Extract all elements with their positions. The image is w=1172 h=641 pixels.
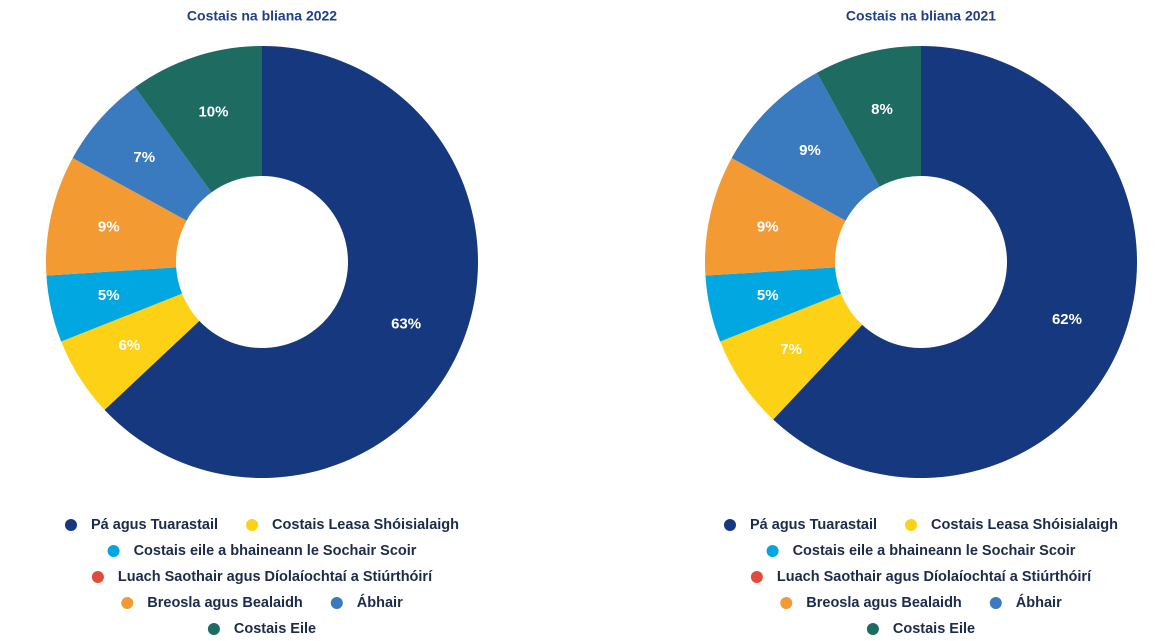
legend-label: Ábhair — [1016, 594, 1062, 611]
legend-label: Breosla agus Bealaidh — [147, 595, 303, 611]
legend-label: Breosla agus Bealaidh — [806, 595, 962, 611]
legend-marker — [246, 519, 259, 531]
pie-slice — [61, 293, 200, 410]
pie-slice — [731, 72, 880, 221]
data-label: 9% — [98, 219, 120, 236]
legend-marker — [330, 597, 343, 609]
chart-title: Costais na bliana 2022 — [187, 8, 337, 24]
legend-marker — [750, 571, 763, 583]
legend-label: Pá agus Tuarastail — [750, 517, 877, 533]
data-label: 8% — [871, 101, 893, 118]
pie-slice — [104, 46, 478, 478]
legend-label: Costais Eile — [893, 621, 975, 637]
legend-marker — [64, 519, 77, 531]
legend-label: Costais Leasa Shóisialaigh — [272, 517, 459, 533]
pie-slice — [46, 267, 183, 342]
data-label: 7% — [780, 341, 802, 358]
pie-slice — [46, 157, 187, 276]
legend-marker — [107, 545, 120, 557]
legend-label: Luach Saothair agus Díolaíochtaí a Stiúr… — [777, 569, 1092, 585]
pie-slice — [773, 46, 1137, 478]
data-label: 62% — [1052, 311, 1082, 328]
pie-slice — [816, 46, 921, 187]
legend-marker — [91, 571, 104, 583]
pie-slice — [135, 46, 262, 193]
pie-slice — [72, 87, 212, 221]
legend-marker — [723, 519, 736, 531]
legend-label: Costais Eile — [234, 621, 316, 637]
legend-label: Costais Leasa Shóisialaigh — [931, 517, 1118, 533]
legend-label: Costais eile a bhaineann le Sochair Scoi… — [793, 543, 1076, 559]
legend-label: Costais eile a bhaineann le Sochair Scoi… — [134, 543, 417, 559]
legend-marker — [780, 597, 793, 609]
legend-label: Ábhair — [357, 594, 403, 611]
legend-label: Pá agus Tuarastail — [91, 517, 218, 533]
legend-marker — [866, 623, 879, 635]
chart-title: Costais na bliana 2021 — [846, 8, 996, 24]
legend-marker — [121, 597, 134, 609]
data-label: 9% — [799, 142, 821, 159]
data-label: 7% — [133, 149, 155, 166]
legend-marker — [989, 597, 1002, 609]
data-label: 5% — [757, 287, 779, 304]
legend-marker — [766, 545, 779, 557]
pie-slice — [720, 293, 863, 420]
pie-slice — [705, 157, 846, 276]
legend-label: Luach Saothair agus Díolaíochtaí a Stiúr… — [118, 569, 433, 585]
data-label: 6% — [119, 337, 141, 354]
legend-marker — [207, 623, 220, 635]
data-label: 5% — [98, 287, 120, 304]
data-label: 10% — [198, 104, 228, 121]
legend-marker — [905, 519, 918, 531]
data-label: 9% — [757, 219, 779, 236]
data-label: 63% — [391, 315, 421, 332]
pie-slice — [705, 267, 842, 342]
